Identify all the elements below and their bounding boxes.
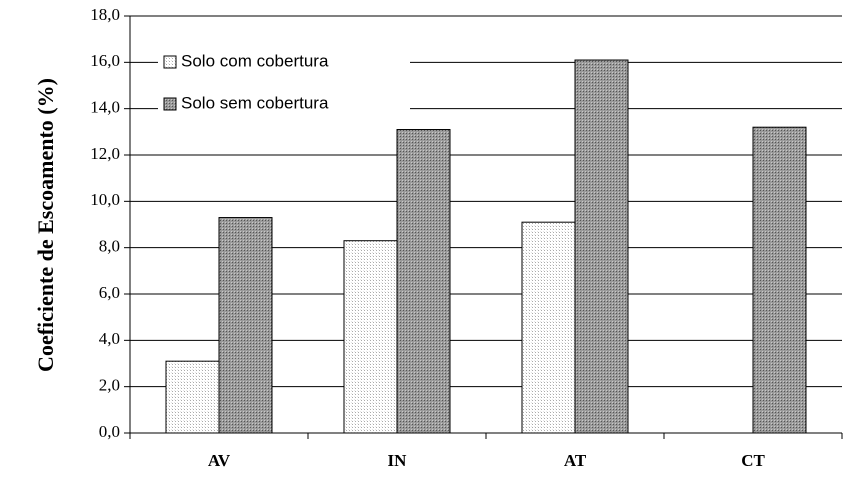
y-tick-label: 4,0 — [99, 329, 120, 348]
legend-swatch — [163, 97, 177, 111]
x-tick-label: AV — [208, 451, 231, 470]
legend-bg — [158, 50, 410, 74]
legend-swatch — [163, 55, 177, 69]
x-tick-label: CT — [741, 451, 765, 470]
y-tick-label: 18,0 — [90, 5, 120, 24]
legend-bg — [158, 92, 410, 116]
bar — [752, 126, 807, 434]
legend: Solo com cobertura Solo sem cobertura — [158, 50, 410, 116]
bar — [218, 217, 273, 434]
y-tick-label: 16,0 — [90, 51, 120, 70]
bar — [521, 221, 576, 434]
legend-label: Solo sem cobertura — [181, 93, 329, 112]
x-tick-label: IN — [388, 451, 408, 470]
bar — [343, 240, 398, 434]
y-tick-label: 12,0 — [90, 144, 120, 163]
y-tick-label: 8,0 — [99, 237, 120, 256]
bar — [574, 59, 629, 434]
y-tick-label: 0,0 — [99, 422, 120, 441]
y-tick-label: 10,0 — [90, 190, 120, 209]
y-tick-label: 6,0 — [99, 283, 120, 302]
bar — [396, 129, 451, 434]
y-axis-label: Coeficiente de Escoamento (%) — [33, 78, 58, 372]
legend-label: Solo com cobertura — [181, 51, 329, 70]
bar — [165, 360, 220, 434]
x-tick-label: AT — [564, 451, 587, 470]
y-tick-label: 2,0 — [99, 376, 120, 395]
y-tick-label: 14,0 — [90, 98, 120, 117]
